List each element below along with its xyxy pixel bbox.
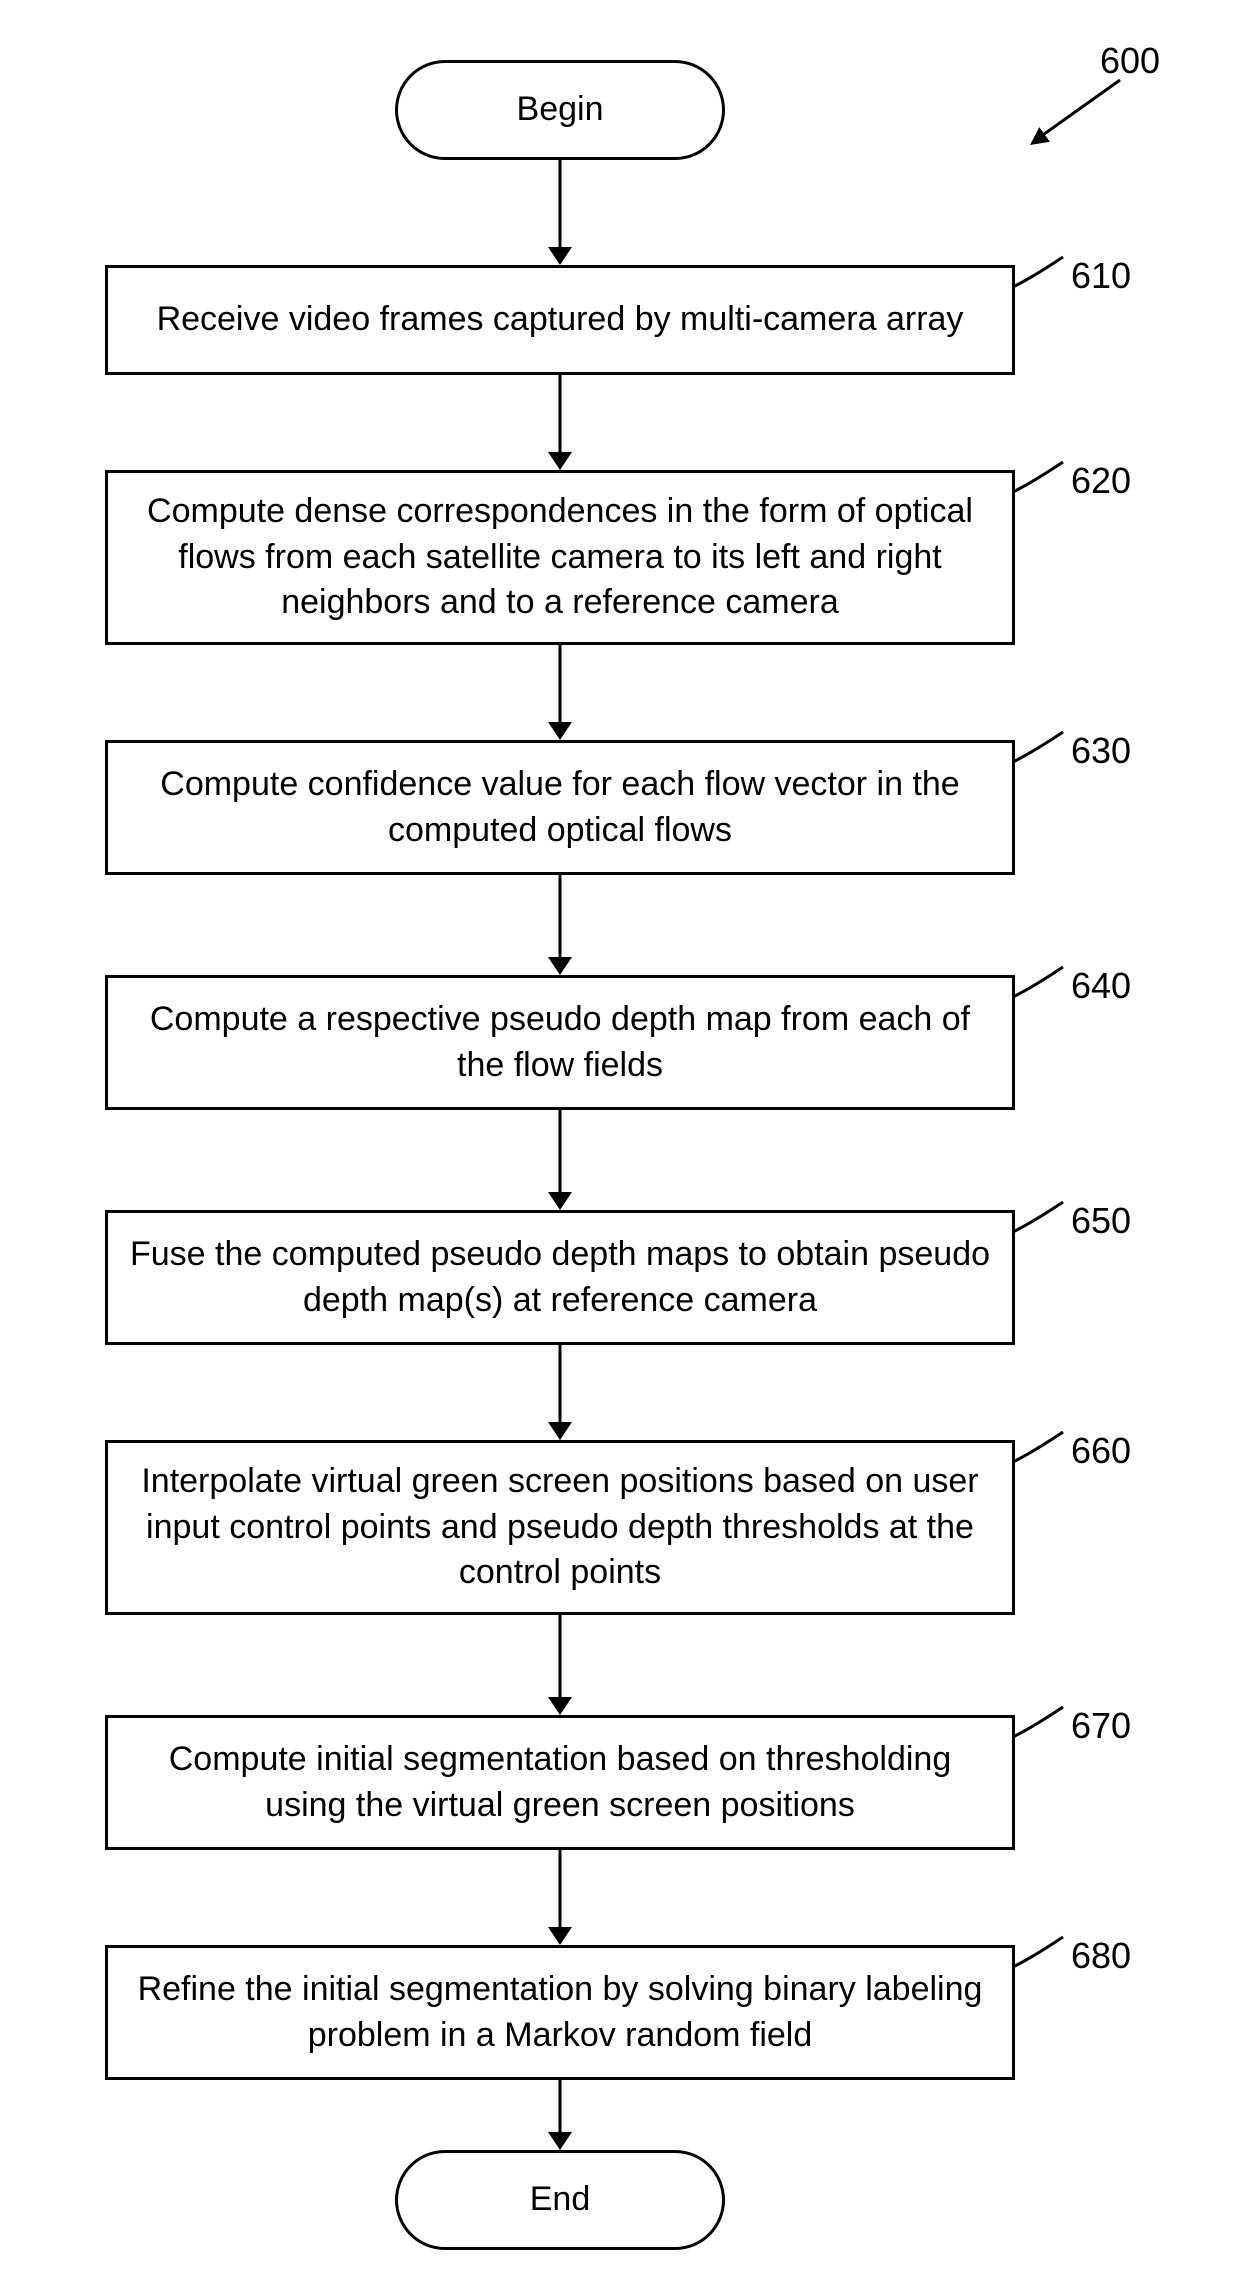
label-650: 650	[1071, 1200, 1131, 1242]
label-640: 640	[1071, 965, 1131, 1007]
step-610-text: Receive video frames captured by multi-c…	[157, 297, 964, 343]
begin-label: Begin	[517, 87, 604, 133]
label-610: 610	[1071, 255, 1131, 297]
label-620: 620	[1071, 460, 1131, 502]
end-terminator: End	[395, 2150, 725, 2250]
step-610: Receive video frames captured by multi-c…	[105, 265, 1015, 375]
step-650-text: Fuse the computed pseudo depth maps to o…	[124, 1232, 996, 1324]
step-620-text: Compute dense correspondences in the for…	[124, 489, 996, 627]
label-680: 680	[1071, 1935, 1131, 1977]
step-670: Compute initial segmentation based on th…	[105, 1715, 1015, 1850]
label-660: 660	[1071, 1430, 1131, 1472]
step-630: Compute confidence value for each flow v…	[105, 740, 1015, 875]
diagram-ref-600: 600	[1100, 40, 1160, 82]
step-620: Compute dense correspondences in the for…	[105, 470, 1015, 645]
step-680: Refine the initial segmentation by solvi…	[105, 1945, 1015, 2080]
end-label: End	[530, 2177, 591, 2223]
begin-terminator: Begin	[395, 60, 725, 160]
step-680-text: Refine the initial segmentation by solvi…	[124, 1967, 996, 2059]
label-630: 630	[1071, 730, 1131, 772]
step-630-text: Compute confidence value for each flow v…	[124, 762, 996, 854]
step-670-text: Compute initial segmentation based on th…	[124, 1737, 996, 1829]
step-640: Compute a respective pseudo depth map fr…	[105, 975, 1015, 1110]
step-650: Fuse the computed pseudo depth maps to o…	[105, 1210, 1015, 1345]
step-660-text: Interpolate virtual green screen positio…	[124, 1459, 996, 1597]
step-640-text: Compute a respective pseudo depth map fr…	[124, 997, 996, 1089]
label-670: 670	[1071, 1705, 1131, 1747]
step-660: Interpolate virtual green screen positio…	[105, 1440, 1015, 1615]
